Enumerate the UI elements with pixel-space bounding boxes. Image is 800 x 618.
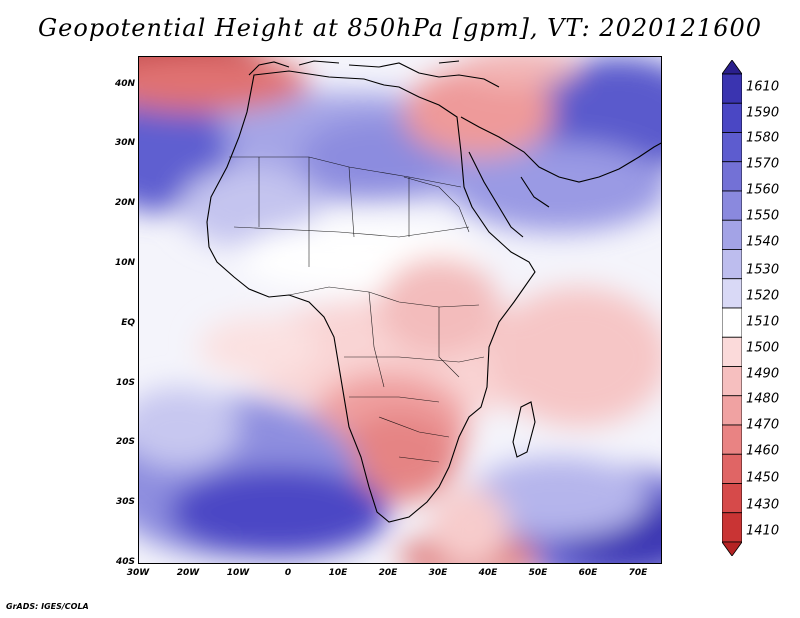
colorbar-cell-1470 bbox=[722, 424, 742, 455]
colorbar-label-1540: 1540 bbox=[746, 234, 780, 250]
coastlines bbox=[206, 60, 661, 523]
lon-label-30e: 30E bbox=[428, 568, 448, 578]
colorbar-label-1610: 1610 bbox=[746, 79, 780, 95]
lat-label-30s: 30S bbox=[115, 497, 135, 507]
colorbar bbox=[722, 60, 742, 556]
colorbar-cell-1530 bbox=[722, 249, 742, 280]
lat-label-20s: 20S bbox=[115, 437, 135, 447]
europe-coast bbox=[248, 60, 500, 88]
colorbar-cell-1480 bbox=[722, 395, 742, 426]
colorbar-label-1470: 1470 bbox=[746, 417, 780, 433]
lon-label-10e: 10E bbox=[328, 568, 348, 578]
colorbar-label-1520: 1520 bbox=[746, 288, 780, 304]
red-sea bbox=[468, 151, 550, 238]
colorbar-label-1430: 1430 bbox=[746, 497, 780, 513]
colorbar-cell-1450 bbox=[722, 483, 742, 514]
colorbar-label-1450: 1450 bbox=[746, 470, 780, 486]
colorbar-label-1550: 1550 bbox=[746, 208, 780, 224]
colorbar-cell-1560 bbox=[722, 161, 742, 192]
lon-label-60e: 60E bbox=[578, 568, 598, 578]
lon-label-40e: 40E bbox=[478, 568, 498, 578]
colorbar-label-1570: 1570 bbox=[746, 156, 780, 172]
colorbar-cell-1500 bbox=[722, 336, 742, 367]
lon-label-10w: 10W bbox=[226, 568, 250, 578]
colorbar-label-1480: 1480 bbox=[746, 391, 780, 407]
colorbar-cell-1540 bbox=[722, 219, 742, 250]
lat-label-40s: 40S bbox=[115, 557, 135, 567]
lon-label-30w: 30W bbox=[126, 568, 150, 578]
lon-label-50e: 50E bbox=[528, 568, 548, 578]
lat-label-10n: 10N bbox=[114, 258, 135, 268]
height-field-map bbox=[139, 57, 661, 563]
lon-label-20w: 20W bbox=[176, 568, 200, 578]
grads-credit: GrADS: IGES/COLA bbox=[6, 602, 89, 611]
lat-label-40n: 40N bbox=[114, 79, 135, 89]
lat-label-30n: 30N bbox=[114, 138, 135, 148]
colorbar-cells bbox=[722, 60, 742, 556]
lon-label-0: 0 bbox=[284, 568, 292, 578]
contour-field bbox=[139, 57, 661, 563]
colorbar-label-1500: 1500 bbox=[746, 340, 780, 356]
colorbar-cell-1550 bbox=[722, 190, 742, 221]
colorbar-label-1580: 1580 bbox=[746, 130, 780, 146]
colorbar-cell-1410 bbox=[722, 541, 742, 556]
lat-label-20n: 20N bbox=[114, 198, 135, 208]
colorbar-label-1410: 1410 bbox=[746, 523, 780, 539]
colorbar-label-1530: 1530 bbox=[746, 262, 780, 278]
lat-label-eq: EQ bbox=[121, 318, 135, 328]
colorbar-cell-1520 bbox=[722, 278, 742, 309]
africa-coast bbox=[206, 70, 536, 523]
colorbar-label-1560: 1560 bbox=[746, 182, 780, 198]
colorbar-cell-1580 bbox=[722, 102, 742, 133]
colorbar-cell-1610 bbox=[722, 60, 742, 75]
madagascar-coast bbox=[512, 401, 536, 458]
colorbar-cell-1510 bbox=[722, 307, 742, 338]
country-borders bbox=[229, 156, 485, 463]
lon-label-70e: 70E bbox=[628, 568, 648, 578]
chart-title: Geopotential Height at 850hPa [gpm], VT:… bbox=[38, 14, 762, 42]
colorbar-cell-1460 bbox=[722, 453, 742, 484]
lon-label-20e: 20E bbox=[378, 568, 398, 578]
map-panel bbox=[138, 56, 662, 564]
colorbar-cell-1430 bbox=[722, 512, 742, 543]
colorbar-label-1490: 1490 bbox=[746, 366, 780, 382]
colorbar-cell-1570 bbox=[722, 132, 742, 163]
colorbar-label-1460: 1460 bbox=[746, 443, 780, 459]
lat-label-10s: 10S bbox=[115, 378, 135, 388]
arabia-coast bbox=[460, 116, 661, 183]
colorbar-cell-1590 bbox=[722, 73, 742, 104]
colorbar-label-1510: 1510 bbox=[746, 314, 780, 330]
colorbar-label-1590: 1590 bbox=[746, 105, 780, 121]
colorbar-cell-1490 bbox=[722, 366, 742, 397]
